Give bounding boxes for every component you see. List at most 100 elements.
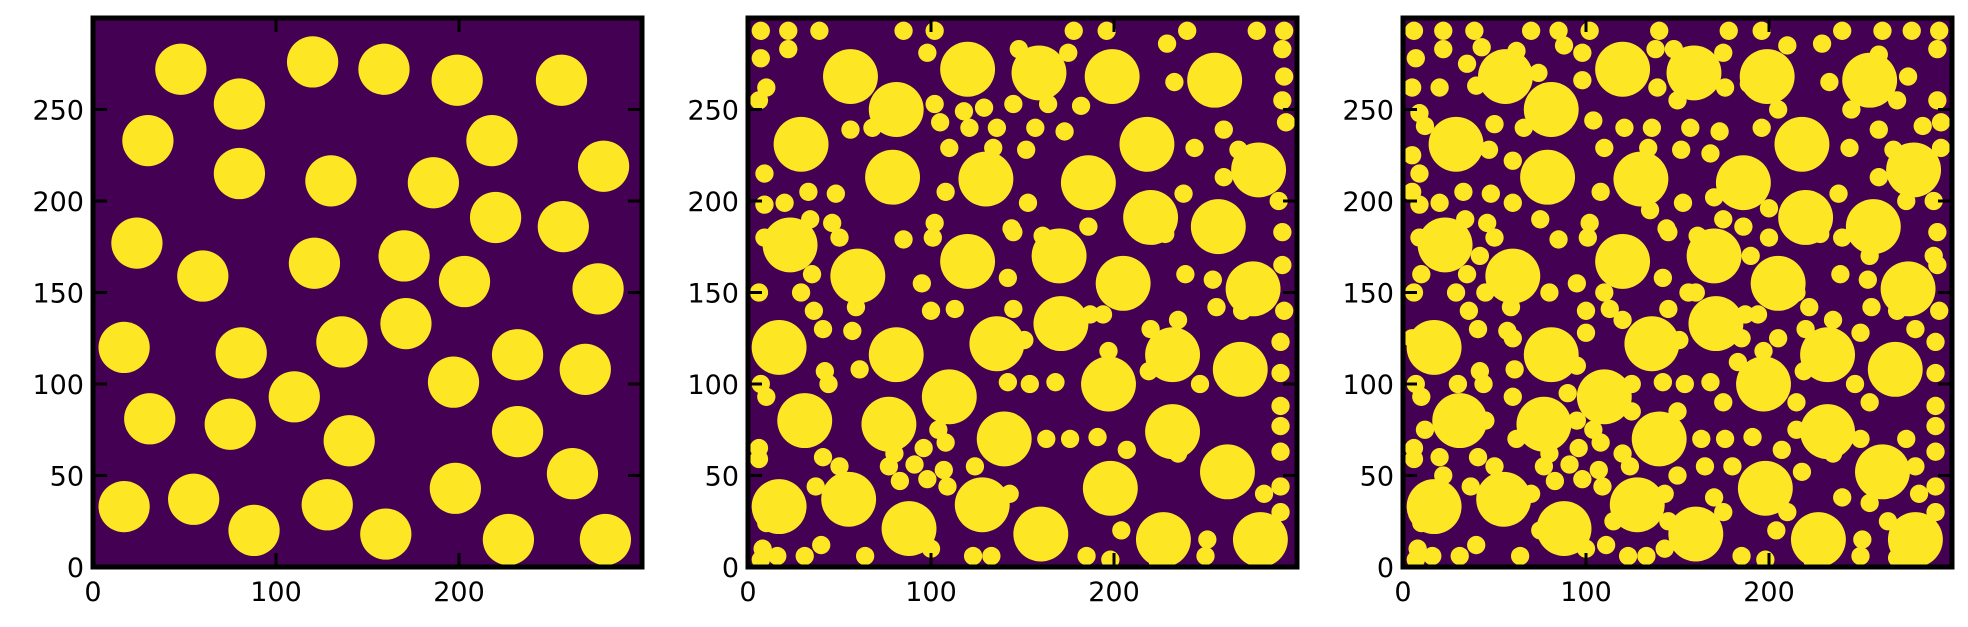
small-particle xyxy=(1079,217,1098,236)
small-particle xyxy=(1769,100,1788,119)
small-particle xyxy=(1410,164,1429,183)
large-particle xyxy=(751,319,807,375)
small-particle xyxy=(1457,265,1477,284)
small-particle xyxy=(1273,222,1292,242)
small-particle xyxy=(1732,546,1751,566)
large-particle xyxy=(1231,142,1287,198)
large-particle xyxy=(976,411,1032,467)
large-particle xyxy=(1613,151,1669,207)
small-particle xyxy=(1909,484,1929,503)
large-particle xyxy=(1406,479,1462,535)
small-particle xyxy=(923,228,942,247)
small-particle xyxy=(1412,387,1431,406)
large-particle xyxy=(762,217,818,273)
small-particle xyxy=(1529,63,1548,83)
small-particle xyxy=(1926,416,1945,436)
large-particle xyxy=(155,43,207,95)
large-particle xyxy=(1476,471,1532,527)
small-particle xyxy=(850,360,869,379)
small-particle xyxy=(843,321,862,341)
small-particle xyxy=(1714,502,1733,522)
large-particle xyxy=(1887,512,1943,567)
small-particle xyxy=(1820,72,1839,92)
large-particle xyxy=(1212,341,1268,397)
small-particle xyxy=(1018,193,1038,212)
small-particle xyxy=(1481,184,1500,203)
small-particle xyxy=(1924,191,1943,211)
small-particle xyxy=(974,98,994,117)
large-particle xyxy=(1485,248,1541,304)
small-particle xyxy=(1214,168,1233,187)
large-particle xyxy=(215,327,267,379)
large-particle xyxy=(491,329,544,381)
small-particle xyxy=(1759,199,1779,218)
small-particle xyxy=(826,184,845,203)
small-particle xyxy=(812,535,831,555)
large-particle xyxy=(1081,356,1136,412)
small-particle xyxy=(1578,228,1597,247)
small-particle xyxy=(1271,416,1290,436)
small-particle xyxy=(918,43,937,62)
small-particle xyxy=(1531,210,1550,229)
large-particle xyxy=(438,255,491,308)
small-particle xyxy=(1271,442,1290,461)
large-particle xyxy=(1855,444,1910,500)
large-particle xyxy=(98,480,150,533)
small-particle xyxy=(1655,539,1674,558)
large-particle xyxy=(821,471,877,527)
small-particle xyxy=(1545,471,1565,491)
small-particle xyxy=(1454,182,1473,202)
x-tick-label: 200 xyxy=(1743,577,1795,608)
large-particle xyxy=(1845,199,1901,255)
y-tick-label: 100 xyxy=(32,370,84,401)
small-particle xyxy=(1004,94,1023,114)
small-particle xyxy=(1540,283,1559,302)
small-particle xyxy=(1168,310,1188,330)
small-particle xyxy=(1860,493,1879,513)
small-particle xyxy=(1595,138,1614,158)
small-particle xyxy=(1503,387,1522,406)
small-particle xyxy=(802,265,822,284)
small-particle xyxy=(1534,457,1554,476)
small-particle xyxy=(1646,39,1665,59)
large-particle xyxy=(380,297,432,350)
small-particle xyxy=(1743,427,1762,447)
x-tick-label: 100 xyxy=(1560,577,1612,608)
small-particle xyxy=(1672,140,1691,159)
large-particle xyxy=(1736,356,1791,412)
small-particle xyxy=(1851,429,1870,449)
large-particle xyxy=(865,149,921,205)
large-particle xyxy=(1595,233,1651,289)
small-particle xyxy=(1715,78,1735,97)
small-particle xyxy=(1198,530,1217,549)
small-particle xyxy=(1860,393,1879,412)
large-particle xyxy=(1013,506,1069,562)
small-particle xyxy=(1931,113,1951,132)
x-tick-label: 100 xyxy=(250,577,302,608)
small-particle xyxy=(1430,448,1449,467)
small-particle xyxy=(1214,120,1233,139)
small-particle xyxy=(1913,116,1932,136)
small-particle xyxy=(905,455,924,474)
panel-3: 0 100 200 0 50 100 150 200 250 xyxy=(1342,15,1955,608)
small-particle xyxy=(1673,193,1693,212)
large-particle xyxy=(378,230,430,282)
small-particle xyxy=(1503,329,1522,348)
small-particle xyxy=(791,283,811,302)
large-particle xyxy=(168,473,220,525)
small-particle xyxy=(1505,360,1524,379)
small-particle xyxy=(1567,274,1586,293)
large-particle xyxy=(177,250,229,302)
small-particle xyxy=(1851,323,1870,342)
small-particle xyxy=(987,118,1007,137)
small-particle xyxy=(1589,460,1608,480)
small-particle xyxy=(1833,488,1852,507)
large-particle xyxy=(1135,512,1191,567)
small-particle xyxy=(1898,67,1918,86)
small-particle xyxy=(1930,21,1949,40)
y-tick-label: 200 xyxy=(1342,187,1394,218)
large-particle xyxy=(921,369,977,425)
small-particle xyxy=(1930,301,1949,320)
small-particle xyxy=(1254,484,1274,503)
